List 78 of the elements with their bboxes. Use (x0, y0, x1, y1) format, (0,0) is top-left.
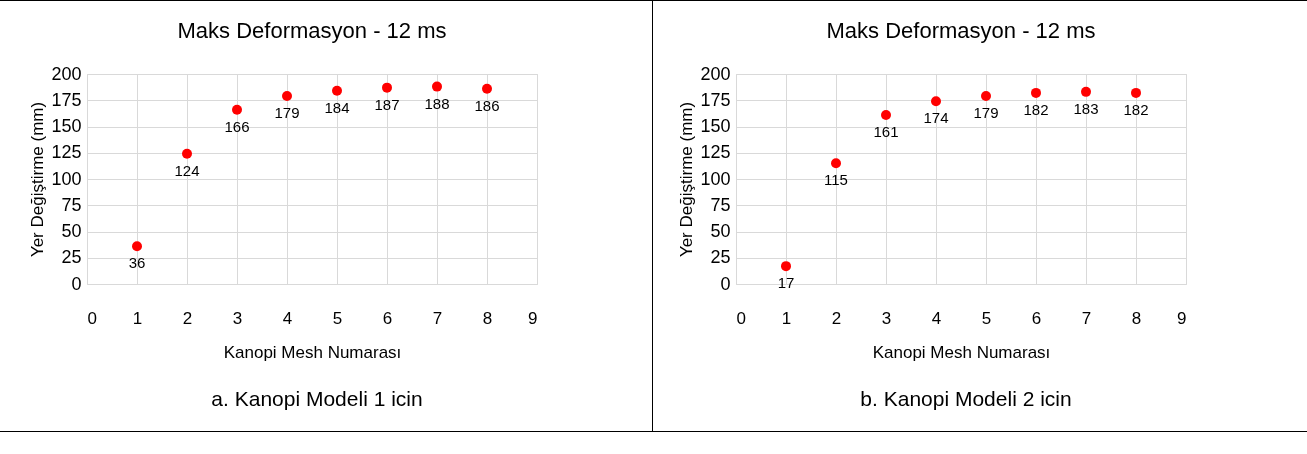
data-label: 124 (174, 161, 200, 179)
y-tick-label: 50 (61, 221, 82, 241)
x-tick-label: 1 (781, 308, 792, 328)
y-tick-label: 25 (61, 247, 82, 268)
x-tick-label: 8 (482, 308, 493, 328)
x-tick-label: 2 (182, 308, 193, 328)
y-tick-label: 75 (61, 194, 82, 215)
y-tick-label: 75 (710, 194, 731, 215)
point (382, 82, 392, 93)
x-tick-label: 6 (1031, 308, 1042, 328)
data-label: 179 (973, 104, 999, 122)
point (432, 81, 442, 92)
y-tick-label: 0 (720, 273, 731, 294)
x-tick-label: 5 (332, 308, 343, 328)
y-tick-label: 100 (51, 168, 82, 189)
x-axis-title: Kanopi Mesh Numarası (872, 342, 1051, 362)
data-label: 183 (1073, 99, 1099, 117)
y-axis-title: Yer Değiştirme (mm) (28, 101, 48, 258)
x-tick-label: 7 (1081, 308, 1092, 328)
data-label: 166 (224, 117, 250, 135)
x-tick-label: 1 (132, 308, 143, 328)
point (981, 91, 991, 102)
data-label: 161 (873, 122, 899, 140)
data-label: 174 (923, 109, 949, 127)
x-tick-label: 3 (881, 308, 892, 328)
x-tick-label: 4 (931, 308, 942, 328)
x-tick-label: 2 (831, 308, 842, 328)
data-label: 36 (128, 254, 146, 272)
y-tick-label: 175 (51, 89, 82, 110)
y-tick-label: 150 (51, 116, 82, 136)
point (881, 109, 891, 120)
chart-title: Maks Deformasyon - 12 ms (177, 18, 447, 43)
point (1031, 87, 1041, 98)
y-tick-label: 100 (700, 168, 731, 189)
x-tick-label: 9 (528, 308, 538, 328)
x-tick-label: 9 (1177, 308, 1187, 328)
x-tick-label: 8 (1131, 308, 1142, 328)
x-tick-label: 7 (432, 308, 443, 328)
point (132, 241, 142, 252)
x-tick-label: 6 (382, 308, 393, 328)
y-tick-label: 200 (700, 63, 731, 84)
x-axis-title: Kanopi Mesh Numarası (223, 342, 402, 362)
data-label: 17 (777, 274, 795, 292)
point (332, 85, 342, 96)
chart-title: Maks Deformasyon - 12 ms (826, 18, 1096, 43)
point (1081, 86, 1091, 97)
y-tick-label: 175 (700, 89, 731, 110)
point (482, 83, 492, 94)
point (282, 91, 292, 102)
point (1131, 87, 1141, 98)
y-tick-label: 50 (710, 221, 731, 241)
y-tick-label: 125 (51, 142, 82, 163)
text: b. Kanopi Modeli 2 icin (860, 387, 1072, 410)
data-label: 179 (274, 104, 300, 122)
point (781, 261, 791, 272)
text: a. Kanopi Modeli 1 icin (211, 387, 423, 410)
data-label: 182 (1123, 100, 1149, 118)
y-tick-label: 125 (700, 142, 731, 163)
x-tick-label: 5 (981, 308, 992, 328)
y-tick-label: 200 (51, 63, 82, 84)
x-tick-label: 0 (736, 308, 746, 328)
data-label: 187 (374, 95, 400, 113)
point (232, 104, 242, 115)
point (182, 148, 192, 159)
data-label: 115 (824, 171, 848, 189)
point (831, 158, 841, 169)
y-tick-label: 150 (700, 116, 731, 136)
data-label: 182 (1023, 100, 1049, 118)
x-tick-label: 0 (87, 308, 97, 328)
point (931, 96, 941, 107)
y-tick-label: 0 (71, 273, 82, 294)
y-tick-label: 25 (710, 247, 731, 268)
data-label: 184 (324, 98, 350, 116)
y-axis-title: Yer Değiştirme (mm) (677, 101, 697, 258)
data-label: 188 (424, 94, 450, 112)
x-tick-label: 3 (232, 308, 243, 328)
data-label: 186 (474, 96, 500, 114)
x-tick-label: 4 (282, 308, 293, 328)
